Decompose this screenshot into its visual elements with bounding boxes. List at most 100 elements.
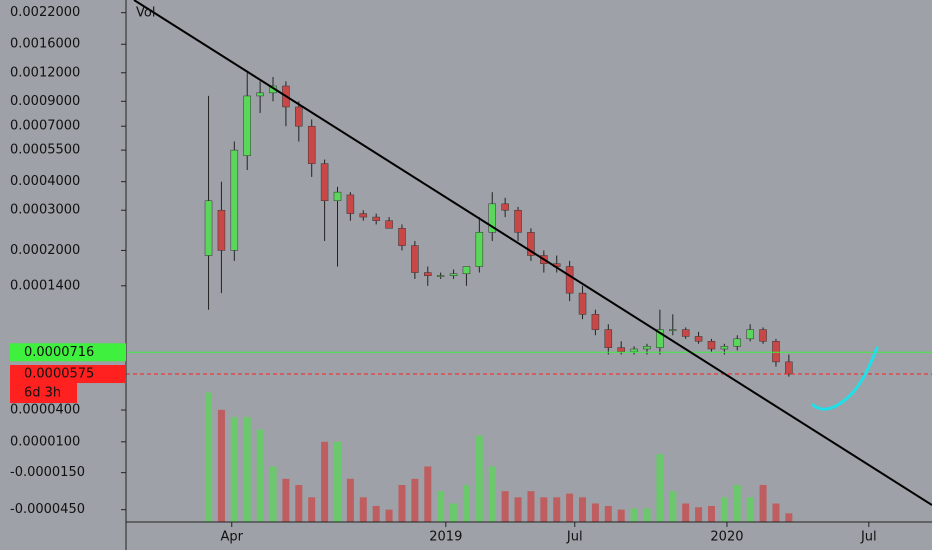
candle-body — [307, 125, 316, 164]
x-tick-label: Jul — [566, 530, 583, 545]
volume-bar — [295, 484, 303, 522]
trendline — [133, 0, 932, 506]
volume-bar — [372, 505, 380, 522]
y2-tick-label: 0.0000100 — [10, 434, 80, 449]
volume-bar — [540, 497, 548, 522]
candle-body — [359, 213, 368, 218]
volume-bar — [462, 484, 470, 522]
candle-body — [501, 203, 509, 211]
volume-bar — [772, 503, 780, 522]
candle-body — [398, 228, 406, 246]
y-tick-label: 0.0002000 — [10, 243, 80, 258]
x-tick-label: Apr — [220, 530, 243, 545]
volume-bar — [488, 466, 496, 522]
candle-body — [514, 209, 522, 233]
candle-body — [346, 194, 355, 214]
candle-body — [694, 336, 703, 342]
price-label: 0.0000575 — [24, 367, 94, 382]
volume-bar — [282, 478, 290, 522]
candle-body — [230, 149, 239, 251]
candle-body — [617, 347, 625, 352]
candle-body — [527, 232, 535, 256]
volume-bar — [746, 497, 754, 522]
x-tick-label: 2020 — [710, 530, 743, 545]
volume-bar — [527, 491, 535, 522]
candle-body — [772, 341, 780, 363]
volume-bar — [566, 493, 574, 522]
y-tick-label: 0.0022000 — [10, 5, 80, 20]
volume-bar — [759, 484, 767, 522]
volume-bar — [591, 503, 599, 522]
candle-body — [217, 209, 226, 251]
drawn-curve — [811, 346, 879, 411]
volume-label: Vol — [136, 6, 155, 21]
candle-body — [720, 346, 729, 350]
volume-bar — [656, 454, 664, 522]
candle-body — [604, 329, 613, 348]
volume-bar — [217, 409, 225, 522]
y-tick-label: 0.0016000 — [10, 37, 80, 52]
candle-body — [436, 275, 445, 277]
volume-bar — [321, 441, 329, 522]
countdown-label: 6d 3h — [24, 386, 61, 401]
y2-tick-label: -0.0000450 — [10, 502, 85, 517]
candle-body — [746, 329, 754, 340]
volume-bar — [243, 417, 251, 522]
volume-bar — [707, 505, 715, 522]
volume-bar — [437, 491, 445, 522]
y-tick-label: 0.0007000 — [10, 119, 80, 134]
candle-body — [759, 329, 767, 342]
volume-bar — [230, 417, 238, 522]
volume-bar — [501, 491, 509, 522]
volume-bar — [398, 484, 406, 522]
volume-bar — [269, 466, 277, 522]
candle-body — [243, 95, 251, 156]
candle-body — [462, 266, 471, 275]
candle-body — [656, 329, 664, 348]
candle-body — [707, 341, 716, 350]
volume-bar — [630, 508, 638, 522]
candle-body — [424, 272, 432, 276]
candle-body — [591, 314, 600, 330]
y-tick-label: 0.0000400 — [10, 403, 80, 418]
candle-body — [295, 106, 303, 127]
volume-bar — [604, 505, 612, 522]
candle-body — [411, 245, 419, 273]
volume-bar — [720, 497, 728, 522]
volume-bar — [205, 392, 213, 522]
candle-body — [488, 203, 496, 233]
candle-body — [475, 232, 484, 267]
candle-body — [256, 92, 264, 97]
candle-body — [630, 348, 638, 352]
candle-body — [643, 346, 651, 350]
countdown-box — [10, 383, 77, 404]
y2-tick-label: -0.0000150 — [10, 465, 85, 480]
candle-body — [204, 200, 213, 256]
y-tick-label: 0.0004000 — [10, 174, 80, 189]
candle-body — [385, 220, 393, 229]
volume-bar — [617, 509, 625, 522]
marks — [126, 72, 932, 522]
volume-bar — [553, 497, 561, 522]
candle-body — [669, 329, 677, 331]
volume-bar — [333, 441, 341, 522]
price-box — [10, 365, 126, 384]
candle-body — [733, 338, 742, 347]
price-label: 0.0000716 — [24, 345, 94, 360]
x-tick-label: 2019 — [429, 530, 462, 545]
volume-bar — [411, 478, 419, 522]
volume-bar — [450, 503, 458, 522]
y-tick-label: 0.0005500 — [10, 143, 80, 158]
volume-bar — [475, 435, 483, 522]
volume-bar — [256, 429, 264, 522]
volume-bar — [643, 508, 651, 522]
x-tick-label: Jul — [860, 530, 877, 545]
candle-body — [565, 266, 574, 294]
candle-body — [681, 329, 690, 337]
volume-bar — [346, 478, 354, 522]
price-box — [10, 343, 126, 362]
volume-bar — [669, 491, 677, 522]
volume-bar — [579, 497, 587, 522]
candle-body — [578, 292, 587, 315]
candle-body — [320, 163, 329, 202]
